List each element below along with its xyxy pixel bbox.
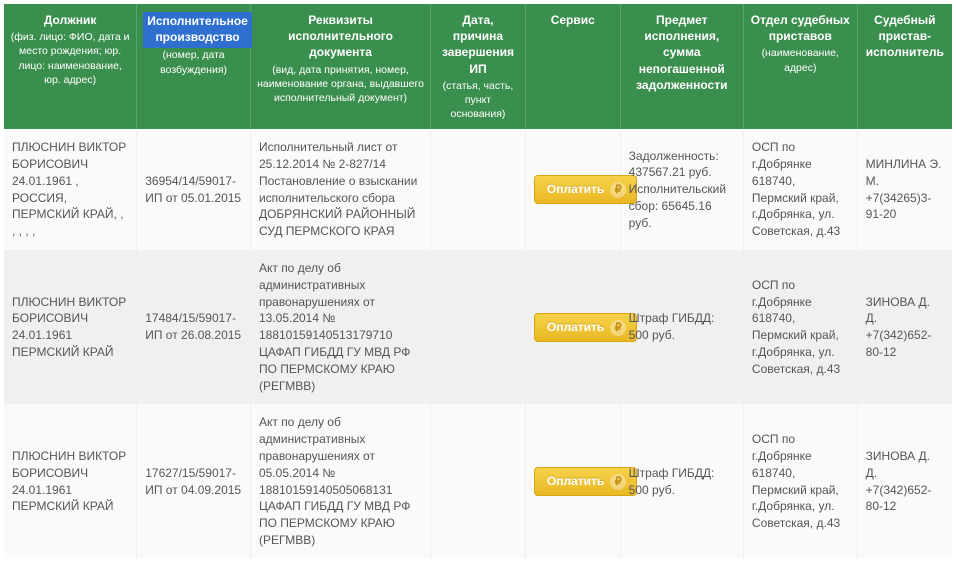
col-header-2[interactable]: Реквизиты исполнительного документа(вид,… — [250, 4, 430, 129]
table-row: ПЛЮСНИН ВИКТОР БОРИСОВИЧ 24.01.1961 ПЕРМ… — [4, 404, 952, 558]
cell-debtor: ПЛЮСНИН ВИКТОР БОРИСОВИЧ 24.01.1961 ПЕРМ… — [4, 250, 137, 404]
cell-ip: 17484/15/59017-ИП от 26.08.2015 — [137, 250, 251, 404]
table-header-row: Должник (физ. лицо: ФИО, дата и место рож… — [4, 4, 952, 129]
col-header-6[interactable]: Отдел судебных приставов(наименование, а… — [743, 4, 857, 129]
col-header-sub: (статья, часть, пункт основания) — [437, 79, 519, 122]
col-header-5[interactable]: Предмет исполнения, сумма непогашенной з… — [620, 4, 743, 129]
cell-end — [431, 129, 526, 250]
cell-ip: 17627/15/59017-ИП от 04.09.2015 — [137, 404, 251, 558]
col-header-sub: (вид, дата принятия, номер, наименование… — [257, 63, 424, 106]
enforcement-table: Должник (физ. лицо: ФИО, дата и место рож… — [4, 4, 952, 559]
pay-button-label: Оплатить — [547, 474, 604, 488]
cell-subject: Задолженность: 437567.21 руб. Исполнител… — [620, 129, 743, 250]
cell-debtor: ПЛЮСНИН ВИКТОР БОРИСОВИЧ 24.01.1961 , РО… — [4, 129, 137, 250]
cell-doc: Акт по делу об административных правонар… — [250, 404, 430, 558]
pay-button-label: Оплатить — [547, 182, 604, 196]
col-header-main: Дата, причина завершения ИП — [437, 12, 519, 77]
pay-button[interactable]: Оплатить ₽ — [534, 313, 637, 342]
cell-officer: ЗИНОВА Д. Д. +7(342)652-80-12 — [857, 404, 952, 558]
table-row: ПЛЮСНИН ВИКТОР БОРИСОВИЧ 24.01.1961 , РО… — [4, 129, 952, 250]
col-header-main: Реквизиты исполнительного документа — [257, 12, 424, 61]
cell-subject: Штраф ГИБДД: 500 руб. — [620, 404, 743, 558]
cell-ip: 36954/14/59017-ИП от 05.01.2015 — [137, 129, 251, 250]
pay-button-label: Оплатить — [547, 320, 604, 334]
col-header-sub: (наименование, адрес) — [750, 46, 851, 74]
table-row: ПЛЮСНИН ВИКТОР БОРИСОВИЧ 24.01.1961 ПЕРМ… — [4, 250, 952, 404]
cell-end — [431, 404, 526, 558]
cell-dept: ОСП по г.Добрянке 618740, Пермский край,… — [743, 129, 857, 250]
col-header-7[interactable]: Судебный пристав-исполнитель — [857, 4, 952, 129]
col-header-main: Судебный пристав-исполнитель — [864, 12, 946, 61]
table-body: ПЛЮСНИН ВИКТОР БОРИСОВИЧ 24.01.1961 , РО… — [4, 129, 952, 559]
pay-button[interactable]: Оплатить ₽ — [534, 467, 637, 496]
cell-dept: ОСП по г.Добрянке 618740, Пермский край,… — [743, 250, 857, 404]
col-header-main: Исполнительное производство — [147, 13, 248, 45]
col-header-sub: (номер, дата возбуждения) — [143, 48, 244, 76]
col-header-4[interactable]: Сервис — [525, 4, 620, 129]
col-header-1[interactable]: Исполнительное производство (номер, дата … — [137, 4, 251, 129]
col-header-0[interactable]: Должник (физ. лицо: ФИО, дата и место рож… — [4, 4, 137, 129]
cell-officer: ЗИНОВА Д. Д. +7(342)652-80-12 — [857, 250, 952, 404]
col-header-main: Должник — [10, 12, 130, 28]
col-header-sub: (физ. лицо: ФИО, дата и место рождения; … — [10, 30, 130, 87]
cell-service: Оплатить₽ — [525, 404, 620, 558]
col-header-3[interactable]: Дата, причина завершения ИП(статья, част… — [431, 4, 526, 129]
cell-subject: Штраф ГИБДД: 500 руб. — [620, 250, 743, 404]
col-header-main: Предмет исполнения, сумма непогашенной з… — [627, 12, 737, 93]
cell-end — [431, 250, 526, 404]
cell-dept: ОСП по г.Добрянке 618740, Пермский край,… — [743, 404, 857, 558]
cell-service: Оплатить₽ — [525, 129, 620, 250]
cell-doc: Исполнительный лист от 25.12.2014 № 2-82… — [250, 129, 430, 250]
ruble-icon: ₽ — [610, 474, 626, 490]
cell-doc: Акт по делу об административных правонар… — [250, 250, 430, 404]
ruble-icon: ₽ — [610, 182, 626, 198]
col-header-main: Сервис — [532, 12, 614, 28]
cell-service: Оплатить₽ — [525, 250, 620, 404]
cell-officer: МИНЛИНА Э. М. +7(34265)3-91-20 — [857, 129, 952, 250]
col-header-main: Отдел судебных приставов — [750, 12, 851, 44]
pay-button[interactable]: Оплатить ₽ — [534, 175, 637, 204]
ruble-icon: ₽ — [610, 320, 626, 336]
cell-debtor: ПЛЮСНИН ВИКТОР БОРИСОВИЧ 24.01.1961 ПЕРМ… — [4, 404, 137, 558]
